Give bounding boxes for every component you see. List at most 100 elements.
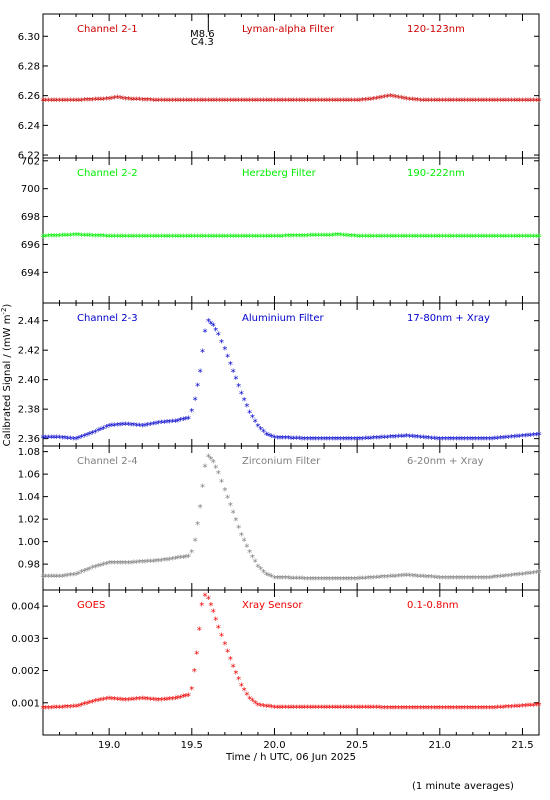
data-point: * (437, 232, 442, 243)
data-point: * (333, 435, 338, 446)
data-point: * (153, 232, 158, 243)
data-point: * (107, 695, 112, 706)
data-point: * (178, 416, 183, 427)
data-point: * (186, 691, 191, 702)
y-tick-label: 6.24 (18, 121, 40, 132)
data-point: * (490, 232, 495, 243)
data-point: * (123, 420, 128, 431)
data-point: * (203, 327, 208, 338)
data-point: * (206, 595, 211, 606)
y-tick-label: 2.38 (18, 405, 40, 416)
data-point: * (468, 435, 473, 446)
data-point: * (512, 433, 517, 444)
panel-5: 0.001 0.002 0.003 0.004 19.0 19.5 20.0 20.5 21.0… (11, 589, 542, 751)
y-tick-label: 1.00 (18, 537, 40, 548)
data-point: * (60, 572, 65, 583)
data-point: * (272, 704, 277, 715)
data-point: * (109, 232, 114, 243)
data-point: * (537, 701, 542, 712)
data-point: * (57, 97, 62, 108)
data-point: * (484, 574, 489, 585)
data-point: * (344, 232, 349, 243)
data-point: * (454, 435, 459, 446)
data-point: * (140, 558, 145, 569)
data-point: * (93, 428, 98, 439)
data-point: * (126, 696, 131, 707)
data-point: * (379, 434, 384, 445)
data-point: * (46, 704, 51, 715)
data-point: * (385, 704, 390, 715)
data-point: * (43, 434, 48, 445)
data-point: * (76, 434, 81, 445)
data-point: * (225, 232, 230, 243)
data-point: * (534, 431, 539, 442)
data-point: * (255, 563, 260, 574)
data-point: * (379, 94, 384, 105)
data-point: * (82, 700, 87, 711)
data-point: * (85, 431, 90, 442)
data-point: * (41, 434, 46, 445)
data-point: * (107, 422, 112, 433)
data-point: * (528, 569, 533, 580)
data-point: * (90, 429, 95, 440)
data-point: * (393, 232, 398, 243)
panel-filter-label: Aluminium Filter (242, 313, 325, 324)
data-point: * (360, 575, 365, 586)
data-point: * (41, 704, 46, 715)
data-point: * (115, 695, 120, 706)
data-point: * (208, 601, 213, 612)
data-point: * (459, 704, 464, 715)
data-point: * (289, 434, 294, 445)
data-point: * (487, 574, 492, 585)
data-point: * (93, 96, 98, 107)
data-point: * (424, 704, 429, 715)
data-point: * (415, 433, 420, 444)
data-point: * (311, 575, 316, 586)
data-point: * (104, 695, 109, 706)
data-point: * (404, 572, 409, 583)
data-point: * (98, 95, 103, 106)
panel-band-label: 0.1-0.8nm (407, 600, 459, 611)
data-point: * (131, 695, 136, 706)
data-point: * (280, 434, 285, 445)
panel-band-label: 17-80nm + Xray (407, 313, 490, 324)
data-point: * (437, 435, 442, 446)
data-point: * (286, 97, 291, 108)
data-point: * (104, 560, 109, 571)
data-point: * (377, 704, 382, 715)
data-point: * (476, 704, 481, 715)
data-point: * (184, 232, 189, 243)
data-point: * (368, 95, 373, 106)
data-point: * (200, 483, 205, 494)
data-point: * (382, 704, 387, 715)
data-point: * (473, 232, 478, 243)
data-point: * (297, 435, 302, 446)
data-point: * (501, 434, 506, 445)
data-point: * (495, 573, 500, 584)
data-point: * (236, 382, 241, 393)
data-point: * (206, 452, 211, 463)
data-point: * (346, 704, 351, 715)
data-point: * (537, 97, 542, 108)
data-point: * (341, 435, 346, 446)
data-point: * (148, 695, 153, 706)
data-point: * (324, 575, 329, 586)
data-point: * (333, 231, 338, 242)
data-point: * (322, 435, 327, 446)
data-point: * (165, 97, 170, 108)
data-point: * (426, 704, 431, 715)
data-point: * (479, 97, 484, 108)
data-point: * (501, 572, 506, 583)
data-point: * (503, 572, 508, 583)
data-point: * (261, 97, 266, 108)
data-point: * (517, 571, 522, 582)
data-point: * (253, 232, 258, 243)
data-point: * (390, 232, 395, 243)
data-point: * (261, 702, 266, 713)
data-point: * (333, 575, 338, 586)
data-point: * (222, 232, 227, 243)
y-tick-label: 6.28 (18, 61, 40, 72)
data-point: * (385, 232, 390, 243)
data-point: * (253, 417, 258, 428)
